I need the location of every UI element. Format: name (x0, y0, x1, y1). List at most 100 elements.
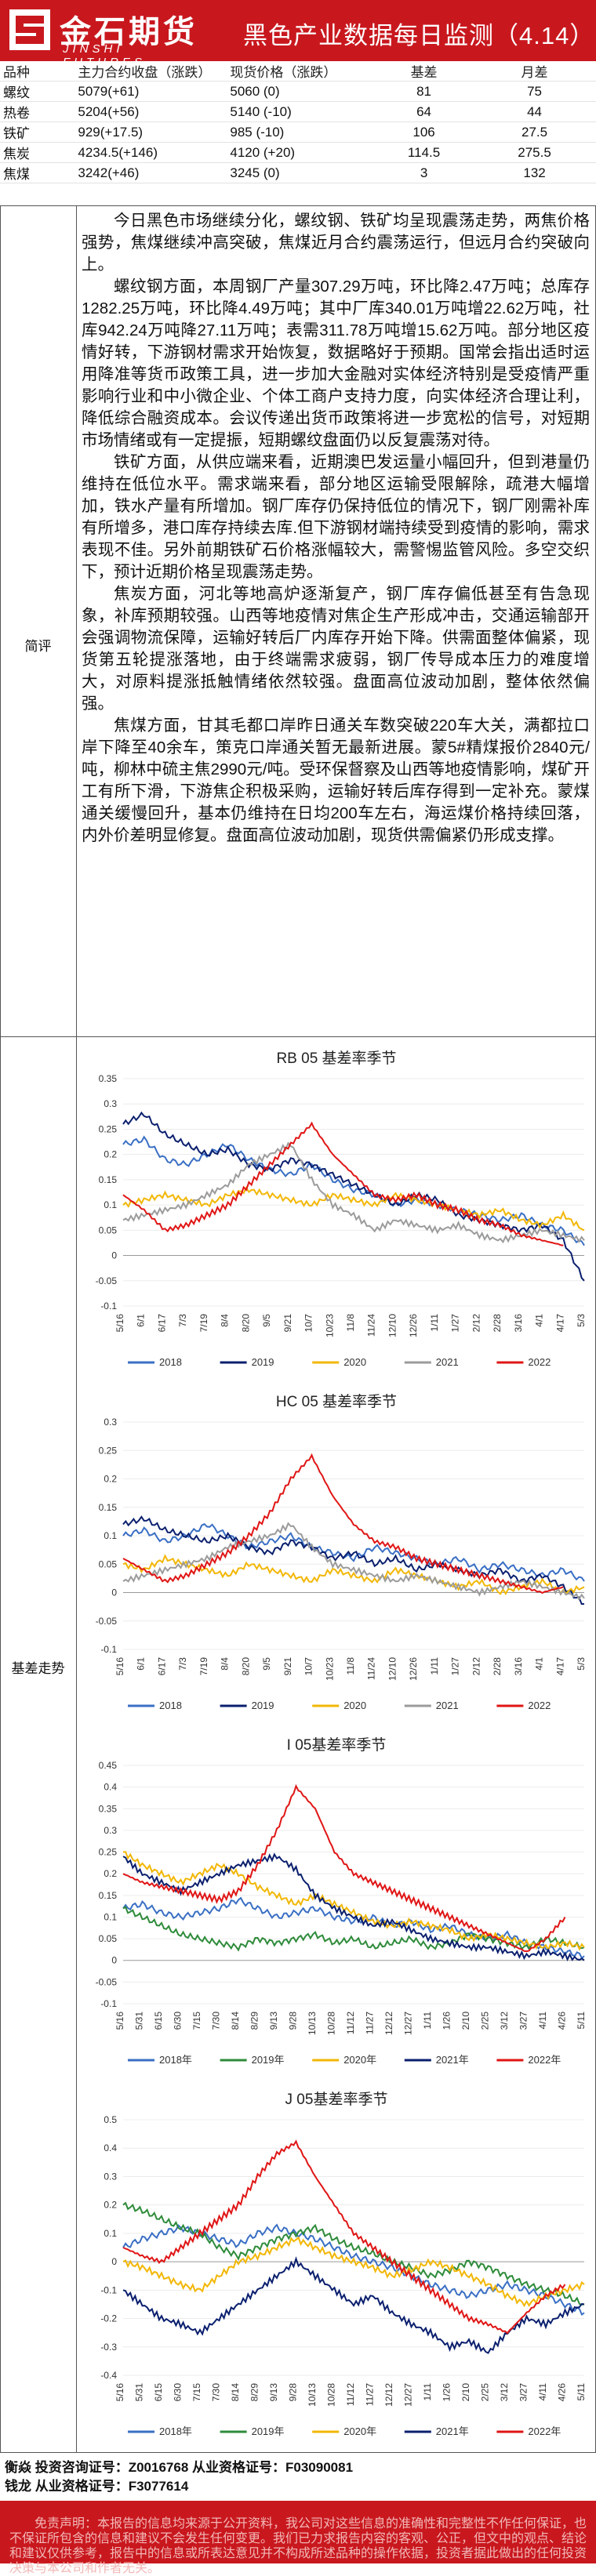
x-tick-label: 4/17 (554, 1314, 565, 1333)
legend-label: 2022年 (528, 2425, 561, 2437)
y-tick-label: 0 (111, 1587, 117, 1598)
comment-paragraph: 今日黑色市场继续分化，螺纹钢、铁矿均呈现震荡走势，两焦价格强势，焦煤继续冲高突破… (82, 212, 590, 274)
x-tick-label: 4/1 (534, 1314, 545, 1327)
x-tick-label: 11/24 (366, 1657, 377, 1680)
basis-section-label: 基差走势 (11, 1661, 65, 1676)
y-tick-label: 0.3 (104, 1098, 117, 1109)
y-tick-label: -0.1 (100, 2284, 117, 2295)
table-cell: 3 (375, 162, 474, 183)
column-header-month-spread: 月差 (473, 61, 596, 82)
x-tick-label: 3/27 (518, 2383, 529, 2402)
x-tick-label: 5/31 (134, 2012, 145, 2030)
y-tick-label: 0.25 (99, 1847, 118, 1858)
x-tick-label: 2/28 (492, 1657, 503, 1676)
x-tick-label: 11/12 (345, 2383, 356, 2406)
x-tick-label: 6/15 (153, 2012, 164, 2030)
series-line (122, 1453, 564, 1595)
x-tick-label: 5/3 (576, 1657, 587, 1671)
comment-paragraph: 焦炭方面，河北等地高炉逐渐复产，钢厂库存偏低甚至有告急现象，补库预期较强。山西等… (82, 585, 590, 713)
table-cell: 44 (473, 101, 596, 122)
x-tick-label: 5/31 (134, 2383, 145, 2402)
x-tick-label: 2/12 (471, 1657, 482, 1676)
x-tick-label: 7/19 (198, 1314, 209, 1333)
legend-label: 2018年 (159, 2425, 192, 2437)
y-tick-label: 0.15 (99, 1502, 118, 1513)
legend-label: 2021 (436, 1700, 459, 1711)
chart-title: HC 05 基差率季节 (276, 1393, 397, 1410)
series-line (122, 1522, 585, 1582)
x-tick-label: 5/3 (576, 1314, 587, 1327)
y-tick-label: 0.2 (104, 1149, 117, 1160)
legend-label: 2022 (528, 1700, 551, 1711)
x-tick-label: 12/10 (387, 1314, 398, 1337)
x-tick-label: 9/13 (268, 2383, 279, 2402)
chart-hc05-basis-season: HC 05 基差率季节 0.3 0.25 0.2 0.15 0.1 0.05 0 -0.05 -0… (78, 1388, 595, 1722)
logo: 金石期货 JINSHI FUTURES (6, 5, 212, 69)
x-tick-label: 10/13 (307, 2012, 318, 2035)
x-tick-label: 11/12 (345, 2012, 356, 2034)
x-tick-label: 10/23 (324, 1657, 335, 1681)
table-row: 螺纹 5079(+61) 5060 (0) 81 75 (0, 81, 596, 102)
x-tick-label: 7/30 (211, 2383, 222, 2402)
divider (0, 1036, 596, 1037)
series-line (122, 2139, 566, 2335)
legend-label: 2020 (343, 1356, 366, 1368)
price-table-header: 品种 主力合约收盘（涨跌） 现货价格（涨跌） 基差 月差 (0, 61, 596, 82)
y-tick-label: 0.2 (104, 1868, 117, 1879)
y-tick-label: -0.1 (100, 1301, 117, 1312)
legend-label: 2022 (528, 1356, 551, 1368)
x-tick-label: 3/12 (499, 2383, 510, 2402)
chart-rb05-basis-season: RB 05 基差率季节 0.35 0.3 0.25 0.2 0.15 0.1 0.05 0 -0.… (78, 1044, 595, 1378)
table-cell: 5140 (-10) (227, 101, 376, 122)
disclaimer-banner: 免责声明：本报告的信息均来源于公开资料，我公司对这些信息的准确性和完整性不作任何… (0, 2501, 596, 2575)
x-tick-label: 6/15 (153, 2383, 164, 2402)
x-tick-label: 5/16 (114, 1314, 125, 1333)
y-tick-label: 0.25 (99, 1445, 118, 1456)
table-cell: 3242(+46) (74, 162, 227, 183)
y-tick-label: 0.45 (99, 1760, 118, 1771)
table-cell: 5060 (0) (227, 81, 376, 102)
page-title: 黑色产业数据每日监测（4.14） (243, 22, 595, 49)
series-line (122, 1186, 585, 1232)
legend-label: 2020 (343, 1700, 366, 1711)
table-cell: 64 (375, 101, 474, 122)
x-tick-label: 1/26 (442, 2383, 452, 2402)
y-tick-label: -0.1 (100, 1644, 117, 1655)
series-line (122, 2236, 585, 2308)
legend-label: 2019年 (252, 2425, 285, 2437)
x-tick-label: 11/27 (365, 2012, 376, 2034)
divider (0, 205, 1, 2452)
x-tick-label: 10/7 (303, 1314, 314, 1333)
y-tick-label: -0.4 (100, 2370, 117, 2381)
logo-mark-icon (9, 9, 50, 50)
x-tick-label: 12/26 (408, 1657, 419, 1681)
chart-title: J 05基差率季节 (285, 2091, 388, 2108)
legend-label: 2021 (436, 1356, 459, 1368)
x-tick-label: 4/26 (557, 2012, 568, 2030)
x-tick-label: 8/20 (240, 1657, 251, 1676)
legend-label: 2019年 (252, 2054, 285, 2066)
table-row: 焦炭 4234.5(+146) 4120 (+20) 114.5 275.5 (0, 142, 596, 163)
x-tick-label: 3/27 (518, 2012, 529, 2030)
legend-label: 2022年 (528, 2054, 561, 2066)
x-tick-label: 2/25 (480, 2383, 491, 2402)
y-tick-label: 0.1 (104, 1199, 117, 1210)
y-tick-label: 0.4 (104, 2142, 117, 2153)
x-tick-label: 10/23 (324, 1314, 335, 1337)
chart-svg: I 05基差率季节 0.45 0.4 0.35 0.3 0.25 0.2 0.15 0.1 0.0… (96, 1736, 587, 2066)
column-header-product: 品种 (0, 61, 75, 82)
y-tick-label: 0.3 (104, 1825, 117, 1836)
y-tick-label: 0.1 (104, 1911, 117, 1922)
x-tick-label: 8/4 (220, 1657, 231, 1671)
series-line (122, 1141, 585, 1244)
y-tick-label: 0 (111, 2256, 117, 2267)
x-tick-label: 7/3 (177, 1314, 188, 1327)
series-line (122, 1852, 585, 1961)
y-tick-label: -0.05 (96, 1616, 118, 1627)
x-tick-label: 5/16 (114, 2383, 125, 2402)
y-tick-label: 0.15 (99, 1890, 118, 1901)
column-header-basis: 基差 (375, 61, 474, 82)
x-tick-label: 6/1 (136, 1314, 147, 1327)
series-line (122, 1121, 564, 1246)
divider (76, 205, 77, 2452)
